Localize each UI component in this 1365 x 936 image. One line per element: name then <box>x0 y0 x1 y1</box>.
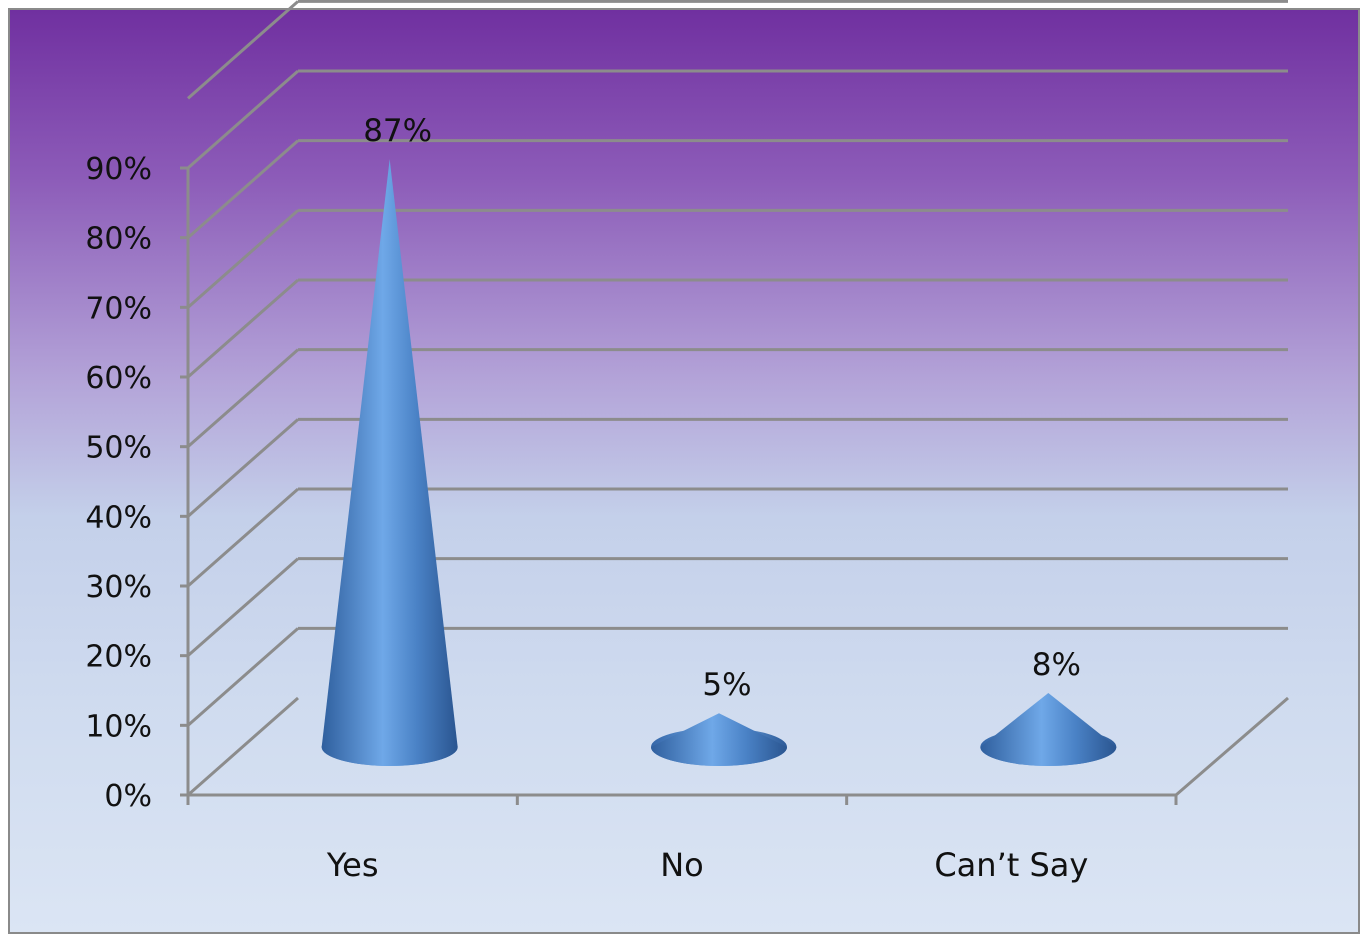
cone-1 <box>651 713 787 766</box>
y-tick-label: 80% <box>85 222 152 257</box>
cone-body <box>980 693 1116 766</box>
data-label: 87% <box>363 113 432 149</box>
cone-body <box>651 713 787 766</box>
y-tick-label: 20% <box>85 640 152 675</box>
y-tick-label: 50% <box>85 431 152 466</box>
category-label: Yes <box>326 846 379 884</box>
category-label: No <box>660 846 704 884</box>
y-tick-label: 0% <box>104 779 152 814</box>
cone-2 <box>980 693 1116 766</box>
data-labels: 87% 5% 8% <box>363 113 1081 703</box>
category-label: Can’t Say <box>934 846 1088 884</box>
cone-body <box>322 159 458 766</box>
floor-right-edge <box>1176 698 1288 795</box>
cone-0 <box>322 159 458 766</box>
y-tick-label: 70% <box>85 291 152 326</box>
data-label: 5% <box>702 667 751 703</box>
y-tick-label: 60% <box>85 361 152 396</box>
data-label: 8% <box>1032 647 1081 683</box>
category-labels: Yes No Can’t Say <box>326 846 1088 884</box>
y-tick-label: 90% <box>85 152 152 187</box>
y-axis-ticks: 0% 10% 20% 30% 40% 50% 60% 70% 80% 90% <box>85 152 188 814</box>
y-tick-label: 30% <box>85 570 152 605</box>
y-tick-label: 10% <box>85 709 152 744</box>
y-tick-label: 40% <box>85 500 152 535</box>
